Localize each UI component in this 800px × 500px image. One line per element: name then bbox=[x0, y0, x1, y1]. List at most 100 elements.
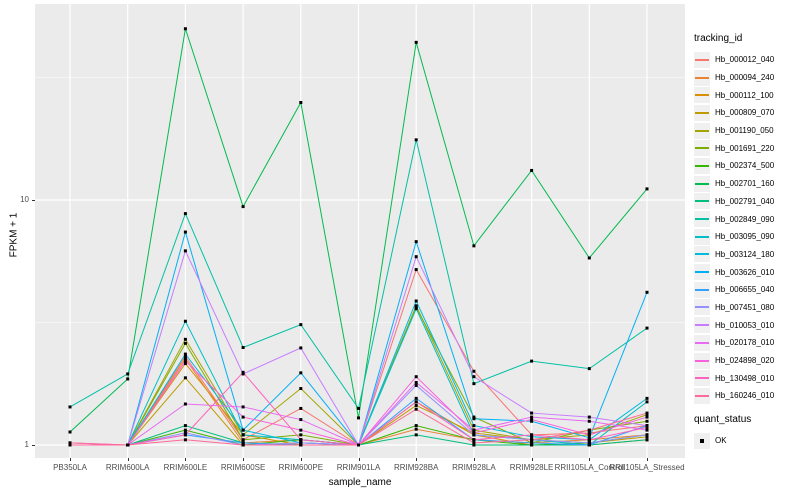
legend-entry-label: Hb_002849_090 bbox=[715, 214, 775, 224]
data-point bbox=[530, 443, 534, 447]
data-point bbox=[183, 352, 187, 356]
legend-entry-label: Hb_000112_100 bbox=[715, 90, 774, 100]
y-tick-mark bbox=[32, 445, 35, 446]
legend-entry-Hb_000094_240: Hb_000094_240 bbox=[694, 69, 798, 87]
legend-entry-label: Hb_003095_090 bbox=[715, 232, 775, 242]
data-point bbox=[414, 433, 418, 437]
data-point bbox=[472, 443, 476, 447]
legend-key-line-icon bbox=[695, 164, 709, 167]
data-point bbox=[414, 427, 418, 431]
data-point bbox=[530, 433, 534, 437]
legend-key-swatch bbox=[694, 299, 710, 316]
x-tick-mark bbox=[300, 458, 302, 461]
x-tick-mark bbox=[70, 458, 71, 461]
data-point bbox=[472, 441, 476, 445]
data-point bbox=[645, 415, 649, 419]
legend-entry-label: Hb_003626_010 bbox=[715, 267, 775, 277]
x-tick-label-RRIM901LA: RRIM901LA bbox=[336, 463, 381, 472]
data-point bbox=[183, 362, 187, 366]
data-point bbox=[414, 307, 418, 311]
legend-key-line-icon bbox=[695, 271, 709, 274]
data-point bbox=[472, 438, 476, 442]
legend-key-swatch bbox=[694, 104, 710, 121]
legend-key-line-icon bbox=[695, 288, 709, 291]
legend-key-line-icon bbox=[695, 200, 709, 203]
data-point bbox=[183, 433, 187, 437]
black-square-point-icon bbox=[700, 438, 704, 443]
legend-entry-Hb_002791_040: Hb_002791_040 bbox=[694, 193, 798, 211]
legend-entry-label: Hb_002374_500 bbox=[715, 161, 775, 171]
legend-key-line-icon bbox=[695, 76, 709, 79]
data-point bbox=[645, 290, 649, 294]
data-point bbox=[357, 443, 360, 447]
legend-entry-label: Hb_006655_040 bbox=[715, 285, 775, 295]
data-point bbox=[472, 415, 476, 419]
data-point bbox=[587, 415, 591, 419]
legend-key-line-icon bbox=[695, 218, 709, 221]
data-point bbox=[414, 268, 418, 272]
data-point bbox=[645, 396, 649, 400]
data-point bbox=[472, 428, 476, 432]
data-point bbox=[587, 441, 591, 445]
legend-entry-label: Hb_000094_240 bbox=[715, 73, 775, 83]
legend-key-swatch bbox=[694, 122, 710, 139]
legend-entry-label: Hb_007451_080 bbox=[715, 302, 775, 312]
legend-key-line-icon bbox=[695, 341, 709, 344]
legend-entry-label: Hb_003124_180 bbox=[715, 249, 775, 259]
data-point bbox=[68, 430, 72, 434]
data-point bbox=[414, 240, 418, 244]
data-point bbox=[645, 425, 649, 429]
legend-key-line-icon bbox=[695, 394, 709, 397]
data-point bbox=[126, 372, 130, 376]
legend-key-swatch bbox=[694, 228, 710, 245]
x-tick-mark bbox=[358, 458, 360, 461]
chart-canvas bbox=[35, 4, 685, 458]
data-point bbox=[530, 435, 534, 439]
data-point bbox=[414, 396, 418, 400]
data-point bbox=[183, 341, 187, 345]
data-point bbox=[357, 416, 360, 420]
x-tick-mark bbox=[243, 458, 245, 461]
legend-key-swatch bbox=[694, 317, 710, 334]
data-point bbox=[472, 433, 476, 437]
x-tick-mark bbox=[127, 458, 129, 461]
legend-entry-Hb_160246_010: Hb_160246_010 bbox=[694, 387, 798, 405]
legend-key-line-icon bbox=[695, 235, 709, 238]
legend-key-line-icon bbox=[695, 182, 709, 185]
legend-key-swatch bbox=[694, 370, 710, 387]
plot-panel bbox=[35, 4, 685, 458]
x-tick-label-RRII105LA_Control: RRII105LA_Control bbox=[554, 463, 624, 472]
data-point bbox=[645, 187, 649, 191]
data-point bbox=[645, 413, 649, 417]
legend-key-line-icon bbox=[695, 129, 709, 132]
legend-entry-label: Hb_130498_010 bbox=[715, 373, 775, 383]
legend-entry-Hb_003124_180: Hb_003124_180 bbox=[694, 246, 798, 264]
data-point bbox=[241, 443, 245, 447]
data-point bbox=[645, 424, 649, 428]
data-point bbox=[299, 443, 303, 447]
x-tick-mark bbox=[531, 458, 533, 461]
data-point bbox=[357, 406, 360, 410]
data-point bbox=[414, 403, 418, 407]
data-point bbox=[241, 441, 245, 445]
y-tick-label-10: 10 bbox=[20, 195, 29, 204]
legend-section-quant-status: quant_status OK bbox=[694, 414, 798, 450]
legend-entry-Hb_000012_040: Hb_000012_040 bbox=[694, 51, 798, 69]
data-point bbox=[68, 405, 72, 409]
legend-entry-Hb_001190_050: Hb_001190_050 bbox=[694, 122, 798, 140]
data-point bbox=[530, 359, 534, 363]
data-point bbox=[530, 415, 534, 419]
data-point bbox=[241, 370, 245, 374]
x-tick-mark bbox=[647, 458, 648, 461]
legend-entry-label: Hb_000809_070 bbox=[715, 108, 775, 118]
legend-key-line-icon bbox=[695, 377, 709, 380]
data-point bbox=[587, 443, 591, 447]
data-point bbox=[183, 337, 187, 341]
legend-entry-Hb_002374_500: Hb_002374_500 bbox=[694, 157, 798, 175]
legend-entry-label: Hb_002791_040 bbox=[715, 196, 775, 206]
legend-key-swatch bbox=[694, 193, 710, 210]
legend-entry-Hb_002849_090: Hb_002849_090 bbox=[694, 210, 798, 228]
data-point bbox=[183, 230, 187, 234]
data-point bbox=[472, 369, 476, 373]
